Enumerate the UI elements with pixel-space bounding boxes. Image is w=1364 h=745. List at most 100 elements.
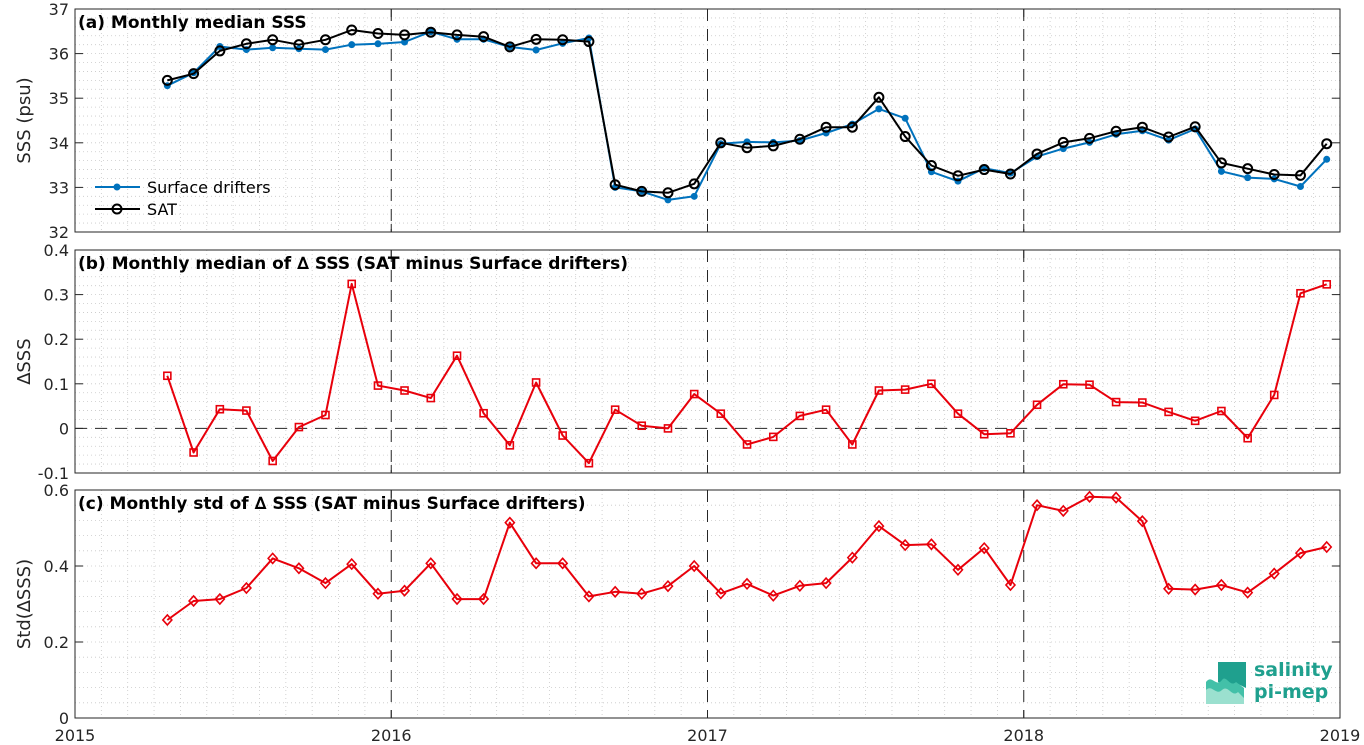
data-point [1190, 416, 1200, 426]
y-tick-label: 0.4 [44, 241, 69, 260]
logo-line1: salinity [1254, 659, 1333, 681]
data-point [530, 33, 542, 45]
data-point [347, 279, 357, 289]
data-point [399, 29, 411, 41]
data-point [267, 552, 279, 565]
data-point [372, 587, 384, 600]
data-point [214, 592, 226, 606]
data-point [372, 28, 384, 40]
data-point [1138, 398, 1147, 407]
data-point [346, 24, 358, 36]
data-point [293, 562, 305, 575]
y-tick-label: 33 [49, 178, 69, 197]
data-point [189, 448, 198, 457]
panel-title: (a) Monthly median SSS [78, 13, 307, 33]
data-point [1004, 578, 1017, 592]
data-point [214, 45, 226, 57]
data-point [609, 585, 621, 599]
data-point [558, 431, 567, 440]
data-point [662, 187, 674, 199]
data-point [268, 456, 277, 466]
data-point [1085, 380, 1094, 389]
data-point [1084, 132, 1096, 144]
series-sat [161, 24, 1333, 199]
data-point [820, 576, 832, 590]
data-point [1217, 406, 1226, 416]
data-point [846, 121, 858, 133]
data-point [1269, 390, 1279, 400]
data-point [1242, 163, 1254, 175]
data-point [821, 405, 831, 414]
data-point [1296, 183, 1304, 191]
data-point [374, 40, 382, 48]
data-point [795, 411, 805, 421]
data-point [1136, 121, 1148, 133]
data-point [1189, 121, 1201, 133]
data-point [293, 39, 305, 51]
data-point [400, 386, 409, 395]
y-tick-label: 0 [59, 419, 69, 438]
y-tick-label: 0.2 [44, 330, 69, 349]
data-point [505, 441, 515, 450]
data-point [161, 613, 173, 627]
data-point [240, 38, 252, 50]
panel-a-median-sss: 32 33 34 35 36 37 SSS (psu) (a) Monthly median … [14, 0, 1341, 242]
data-point [294, 422, 304, 432]
data-point [215, 404, 225, 414]
x-tick-label: 2018 [1003, 726, 1044, 745]
data-point [452, 351, 462, 361]
panel-title: (b) Monthly median of ∆ SSS (SAT minus S… [78, 254, 628, 274]
data-point [451, 29, 463, 41]
x-tick-label: 2019 [1320, 726, 1361, 745]
data-point [1058, 379, 1068, 389]
panel-b-median-delta-sss: -0.1 0 0.1 0.2 0.3 0.4 ∆SSS (b) Monthly median … [14, 241, 1341, 483]
data-point [767, 589, 779, 602]
data-point [584, 458, 594, 468]
data-point [953, 409, 963, 418]
data-point [636, 587, 648, 600]
data-point [188, 594, 200, 608]
data-point [767, 140, 779, 152]
series-line [166, 282, 1328, 465]
panel-title: (c) Monthly std of ∆ SSS (SAT minus Surf… [78, 494, 585, 514]
y-axis-label: Std(∆SSS) [14, 559, 35, 649]
data-point [1057, 504, 1069, 518]
y-tick-label: 32 [49, 223, 69, 242]
legend-marker [113, 183, 121, 191]
data-point [978, 541, 990, 555]
data-point [927, 379, 936, 389]
legend-label: SAT [147, 200, 177, 219]
data-point [1268, 168, 1280, 180]
data-point [794, 133, 806, 145]
data-point [1242, 586, 1254, 599]
data-point [1031, 499, 1043, 512]
data-point [1031, 148, 1043, 160]
data-point [925, 538, 937, 551]
axes-frame [74, 489, 1341, 719]
y-tick-label: 0.2 [44, 633, 69, 652]
data-point [319, 576, 332, 590]
data-point [1215, 578, 1227, 592]
x-tick-label: 2017 [687, 726, 728, 745]
data-point [1243, 433, 1252, 443]
y-tick-label: 0.6 [44, 481, 69, 500]
data-point [900, 385, 910, 394]
data-point [1217, 167, 1225, 175]
data-point [715, 137, 727, 149]
y-tick-label: 34 [49, 134, 69, 153]
data-point [688, 559, 700, 573]
data-point [1110, 491, 1122, 504]
data-point [321, 46, 329, 54]
data-point [1163, 582, 1175, 595]
data-point [952, 563, 964, 576]
data-point [978, 164, 990, 176]
y-tick-label: 0.3 [44, 286, 69, 305]
data-point [1322, 280, 1332, 289]
data-point [768, 432, 778, 442]
x-tick-label: 2016 [371, 726, 412, 745]
data-point [741, 142, 753, 154]
data-point [557, 34, 569, 46]
data-point [1294, 546, 1307, 560]
series-delta [161, 490, 1333, 627]
